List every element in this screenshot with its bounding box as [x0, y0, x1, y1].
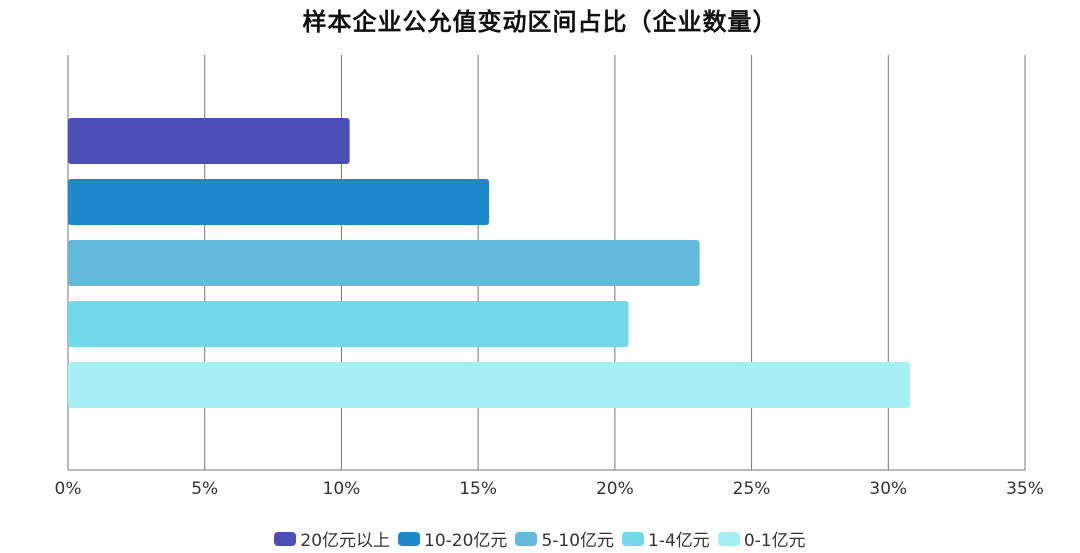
legend-swatch — [274, 531, 297, 546]
x-tick-label: 5% — [191, 479, 218, 499]
legend-label: 0-1亿元 — [743, 531, 806, 551]
legend-item[interactable]: 1-4亿元 — [622, 526, 710, 551]
legend-item[interactable]: 5-10亿元 — [515, 526, 614, 551]
x-tick-label: 10% — [323, 479, 361, 499]
legend-swatch — [398, 531, 421, 546]
x-tick-label: 35% — [1006, 479, 1044, 499]
legend-label: 10-20亿元 — [424, 531, 508, 551]
legend-item[interactable]: 10-20亿元 — [398, 526, 507, 551]
x-tick-label: 25% — [733, 479, 771, 499]
legend-label: 20亿元以上 — [300, 531, 391, 551]
legend-swatch — [515, 531, 538, 546]
legend-item[interactable]: 20亿元以上 — [274, 526, 390, 551]
x-tick-label: 15% — [459, 479, 497, 499]
legend: 20亿元以上 10-20亿元 5-10亿元 1-4亿元 0-1亿元 — [0, 526, 1080, 551]
bar — [68, 301, 629, 347]
x-tick-label: 20% — [596, 479, 634, 499]
bars-group — [68, 118, 911, 408]
legend-label: 1-4亿元 — [648, 531, 710, 551]
legend-swatch — [622, 531, 645, 546]
legend-label: 5-10亿元 — [541, 531, 615, 551]
bar — [68, 362, 911, 408]
x-tick-label: 0% — [55, 479, 82, 499]
legend-swatch — [717, 531, 740, 546]
x-tick-labels: 0% 5% 10% 15% 20% 25% 30% 35% — [55, 479, 1044, 499]
bar — [68, 179, 490, 225]
bar — [68, 118, 350, 164]
x-tick-label: 30% — [869, 479, 907, 499]
legend-item[interactable]: 0-1亿元 — [717, 526, 806, 551]
chart-title: 样本企业公允值变动区间占比（企业数量） — [302, 8, 778, 36]
bar-chart: 0% 5% 10% 15% 20% 25% 30% 35% — [55, 55, 1044, 499]
bar — [68, 240, 700, 286]
